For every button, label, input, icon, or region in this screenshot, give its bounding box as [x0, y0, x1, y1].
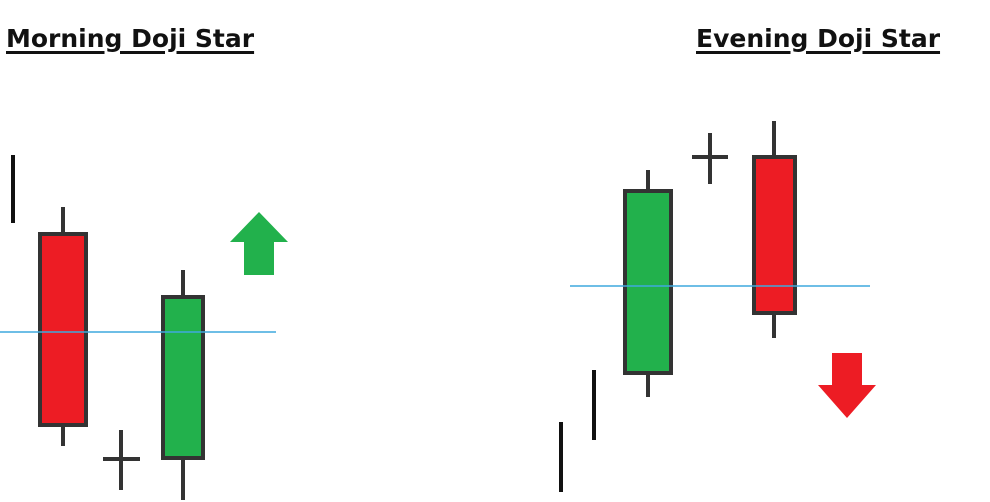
doji-cross	[692, 133, 728, 184]
bullish-candle	[623, 170, 673, 397]
arrow-down-icon	[818, 353, 876, 418]
bearish-candle	[752, 121, 797, 338]
bearish-candle	[38, 207, 88, 446]
evening-doji-star-pattern	[559, 121, 876, 492]
bearish-candle-body	[38, 232, 88, 427]
bullish-candle-body	[623, 189, 673, 375]
doji-cross	[103, 430, 140, 490]
arrow-up-icon	[230, 212, 288, 275]
bearish-candle-body	[752, 155, 797, 315]
bullish-candle-body	[161, 295, 205, 460]
bullish-candle	[161, 270, 205, 500]
morning-doji-star-pattern	[0, 155, 288, 500]
evening-doji-star-title: Evening Doji Star	[696, 24, 941, 53]
morning-doji-star-title: Morning Doji Star	[6, 24, 255, 53]
